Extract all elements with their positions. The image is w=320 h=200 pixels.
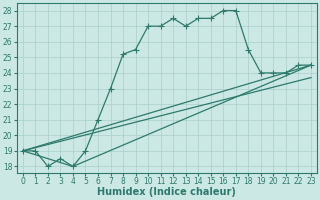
X-axis label: Humidex (Indice chaleur): Humidex (Indice chaleur) (98, 187, 236, 197)
